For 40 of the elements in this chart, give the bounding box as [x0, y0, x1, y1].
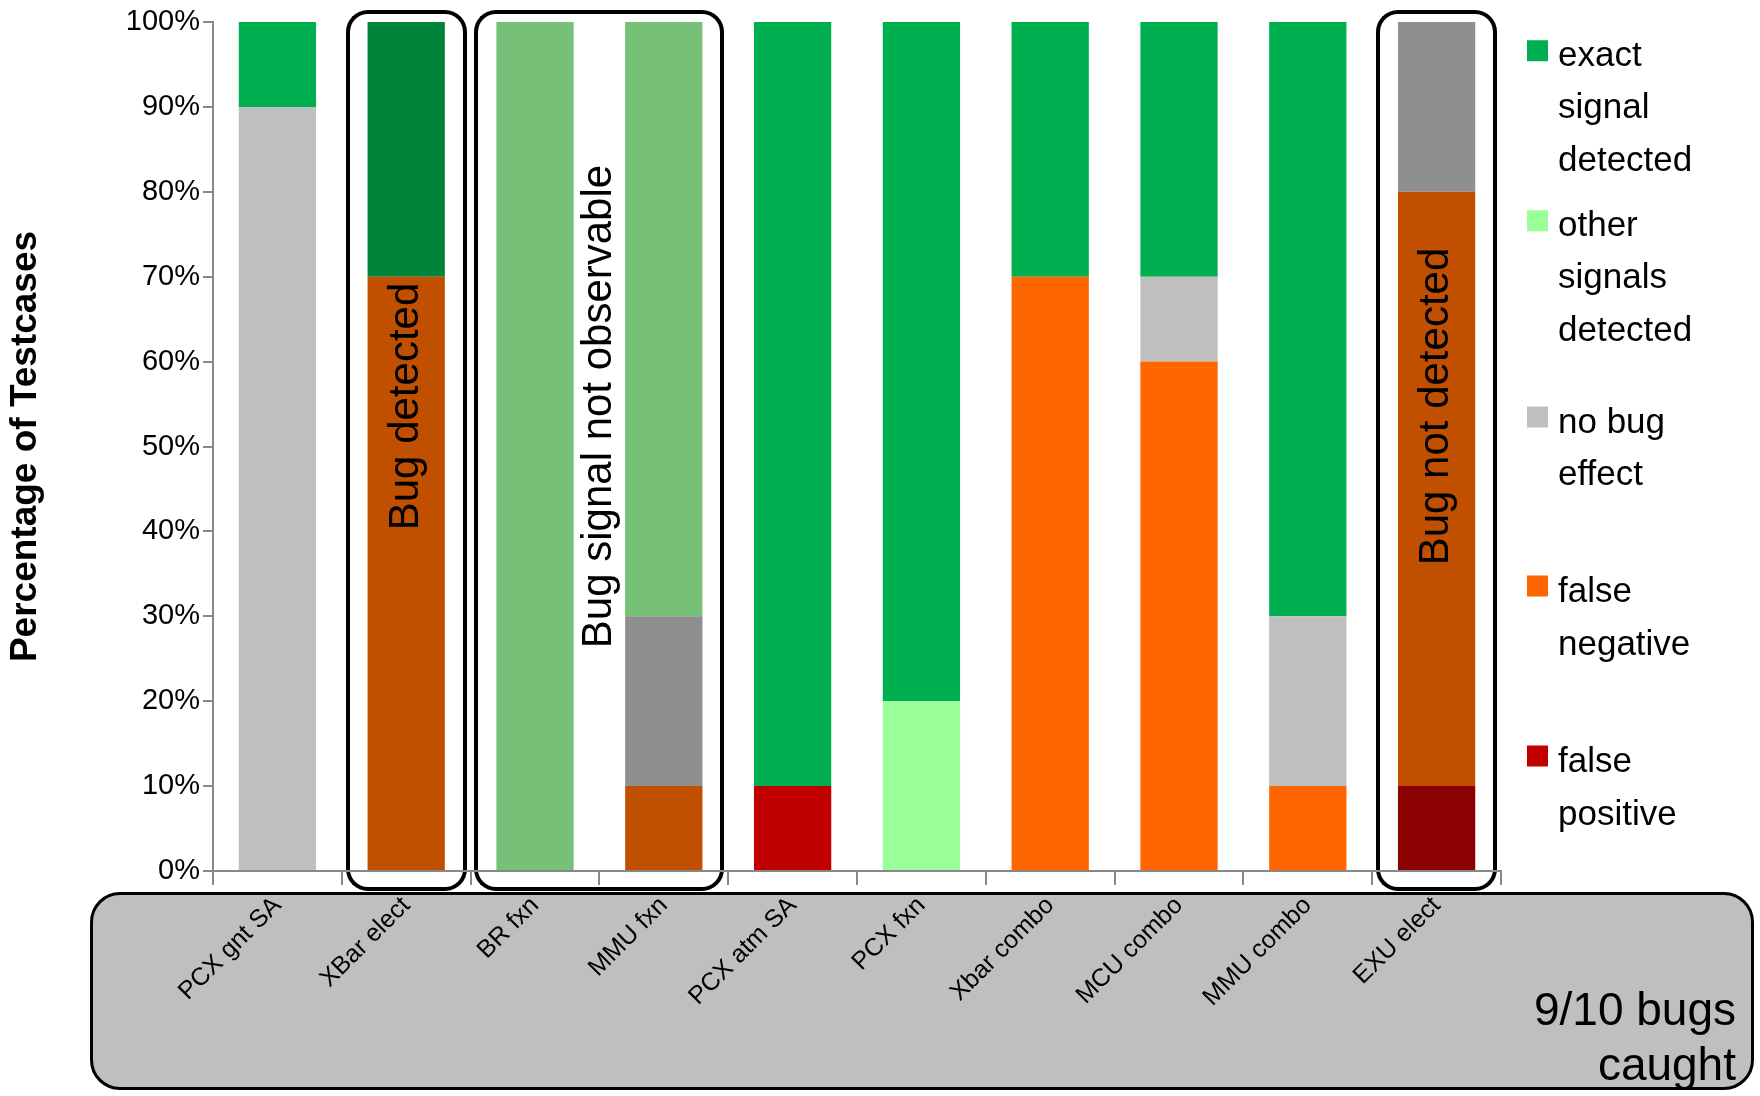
annotation: Bug detected [379, 282, 427, 531]
bar [367, 22, 445, 277]
bar [1269, 22, 1347, 617]
bar [1011, 22, 1089, 277]
y-tick-label: 40% [141, 513, 200, 546]
bar [625, 616, 703, 787]
y-tick-label: 20% [141, 683, 200, 716]
y-tick-label: 90% [141, 88, 200, 121]
y-axis-title: Percentage of Testcases [3, 230, 45, 663]
bar [238, 22, 317, 107]
legend-label: no bug effect [1558, 399, 1667, 494]
bar [1140, 22, 1218, 277]
annotation: Bug not detected [1410, 247, 1458, 566]
y-tick-label: 10% [141, 768, 200, 801]
legend-label: false positive [1558, 738, 1678, 834]
y-tick-label: 0% [158, 853, 200, 885]
bar [753, 22, 832, 787]
bar [1140, 361, 1218, 870]
y-tick-label: 70% [141, 258, 200, 291]
bar [1397, 786, 1476, 870]
legend-label: false negative [1558, 568, 1692, 664]
y-tick-label: 80% [141, 173, 200, 206]
bar [753, 786, 832, 870]
y-tick-label: 60% [141, 343, 200, 376]
bar [1397, 22, 1476, 192]
bar [882, 701, 961, 870]
y-tick-label: 30% [141, 598, 200, 631]
bar [625, 786, 703, 870]
bar [1011, 276, 1089, 870]
legend-label: other signals detected [1558, 202, 1694, 350]
y-tick-label: 50% [141, 428, 200, 461]
x-tick-label: BR fxn [470, 890, 544, 964]
bar [1140, 276, 1218, 362]
bar [1269, 786, 1347, 870]
bar [238, 106, 317, 870]
bar [882, 22, 961, 702]
text: 9/10 bugs caught [1532, 981, 1736, 1092]
annotation: Bug signal not observable [572, 164, 620, 649]
bar [1269, 616, 1347, 787]
y-tick-label: 100% [125, 4, 200, 36]
